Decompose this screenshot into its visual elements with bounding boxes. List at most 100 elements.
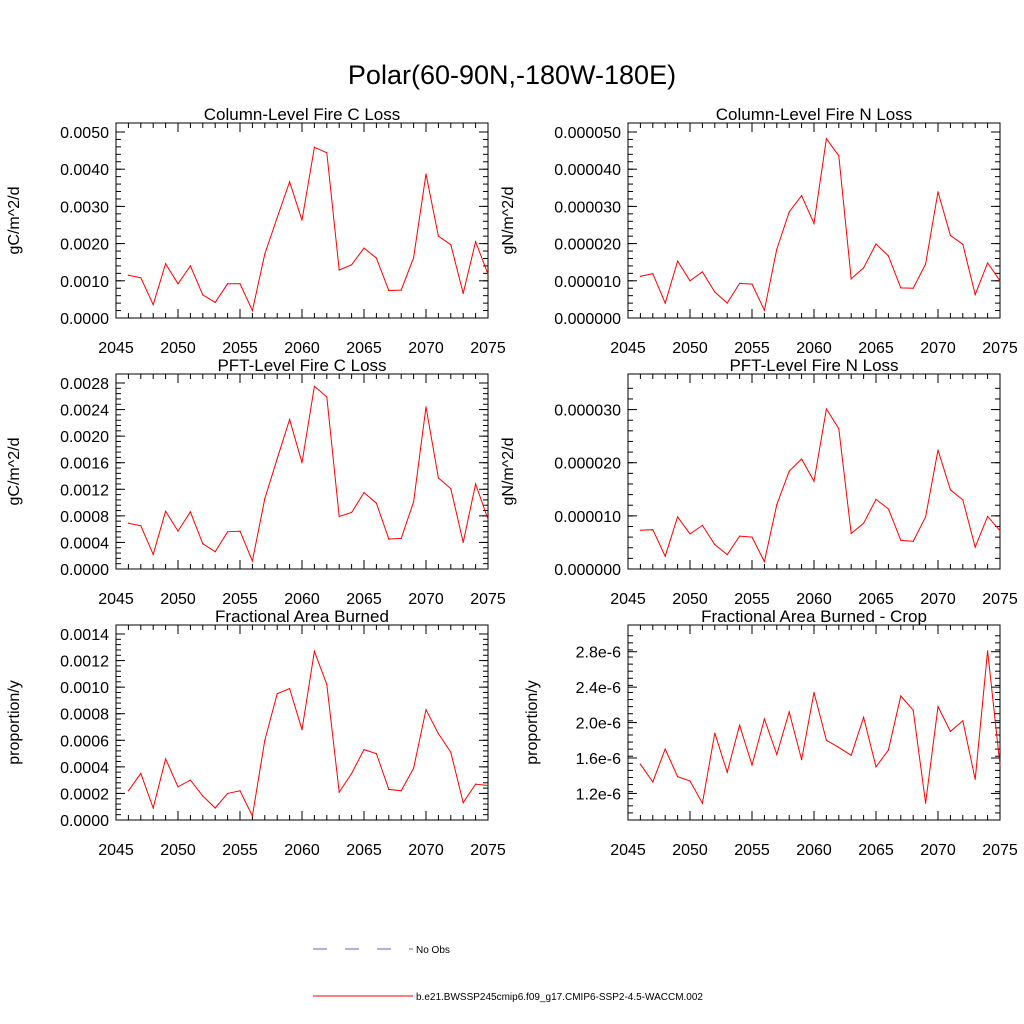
data-point [214,807,216,809]
data-point [276,693,278,695]
data-point [850,278,852,280]
y-tick-label: 0.0004 [60,760,109,777]
data-point [999,764,1001,766]
data-point [664,748,666,750]
data-point [227,792,229,795]
y-tick-label: 0.0008 [60,707,109,724]
data-point [912,540,914,542]
data-point [388,289,390,292]
y-tick-label: 2.0e-6 [576,716,621,733]
x-tick-label: 2065 [858,842,894,859]
data-point [276,216,278,219]
data-point [437,477,439,479]
data-point [189,511,191,513]
x-tick-label: 2070 [920,842,956,859]
data-point [949,730,952,733]
y-tick-label: 0.000000 [554,562,621,579]
data-point [912,709,914,711]
data-point [875,498,877,500]
data-point [375,502,377,504]
data-point [313,650,315,652]
data-point [838,746,840,748]
x-tick-label: 2065 [346,340,382,357]
data-point [289,687,291,690]
data-point [425,406,427,408]
data-point [751,536,753,538]
y-tick-label: 0.0040 [60,162,109,179]
data-point [838,428,840,430]
y-tick-label: 0.0012 [60,482,109,499]
data-point [825,739,828,741]
data-point [838,155,840,157]
x-tick-label: 2050 [672,842,708,859]
data-point [363,247,365,249]
x-tick-label: 2065 [346,842,382,859]
data-point [962,720,964,722]
y-tick-label: 0.000030 [554,403,621,420]
data-point [689,280,691,282]
data-point [165,263,167,265]
data-point [239,530,241,532]
data-point [338,791,340,793]
y-tick-label: 0.0000 [60,813,109,830]
series-line-0 [640,137,1001,312]
y-tick-label: 0.000010 [554,274,621,291]
data-point [999,530,1001,532]
data-point [863,522,865,524]
data-point [177,786,179,788]
x-tick-label: 2045 [610,842,646,859]
data-point [974,293,976,296]
series-line-0 [128,146,489,313]
data-point [214,301,216,303]
y-tick-label: 0.0006 [60,733,109,750]
data-point [639,275,642,277]
data-point [227,531,229,533]
data-point [999,280,1001,282]
y-tick-label: 0.000010 [554,509,621,526]
data-point [487,518,489,520]
data-point [264,739,266,741]
y-tick-label: 0.0002 [60,786,109,803]
data-point [813,691,815,694]
data-point [776,753,778,756]
series-line-0 [127,649,489,818]
data-point [189,779,191,781]
data-point [388,538,390,540]
chart-title: Column-Level Fire C Loss [204,105,401,124]
data-point [689,780,691,782]
data-point [763,560,766,563]
series-line-0 [639,650,1001,805]
data-point [974,546,976,548]
x-tick-label: 2060 [796,340,832,357]
data-point [875,243,877,245]
x-tick-label: 2075 [982,842,1018,859]
x-tick-label: 2060 [284,340,320,357]
data-point [813,222,815,225]
data-point [652,781,654,783]
data-point [127,274,129,276]
x-tick-label: 2055 [222,591,258,608]
y-tick-label: 0.0030 [60,199,109,216]
data-point [949,234,952,237]
data-point [801,759,803,761]
data-point [739,282,741,285]
chart-panel-3: PFT-Level Fire N Loss gN/m^2/d 2045 2050 205… [500,356,1018,608]
data-point [400,790,402,792]
data-point [887,508,890,510]
data-point [639,529,642,531]
x-tick-label: 2045 [610,340,646,357]
x-tick-label: 2065 [858,591,894,608]
chart-title: Column-Level Fire N Loss [716,105,913,124]
x-tick-label: 2075 [470,842,506,859]
data-point [388,788,390,791]
data-point [751,764,753,766]
data-point [127,522,129,524]
y-tick-label: 1.6e-6 [576,751,621,768]
data-point [987,262,989,264]
chart-title: PFT-Level Fire C Loss [217,356,386,375]
x-tick-label: 2070 [408,842,444,859]
legend: No Obs b.e21.BWSSP245cmip6.f09_g17.CMIP6… [313,945,703,1003]
data-point [289,418,291,421]
data-point [301,462,303,464]
